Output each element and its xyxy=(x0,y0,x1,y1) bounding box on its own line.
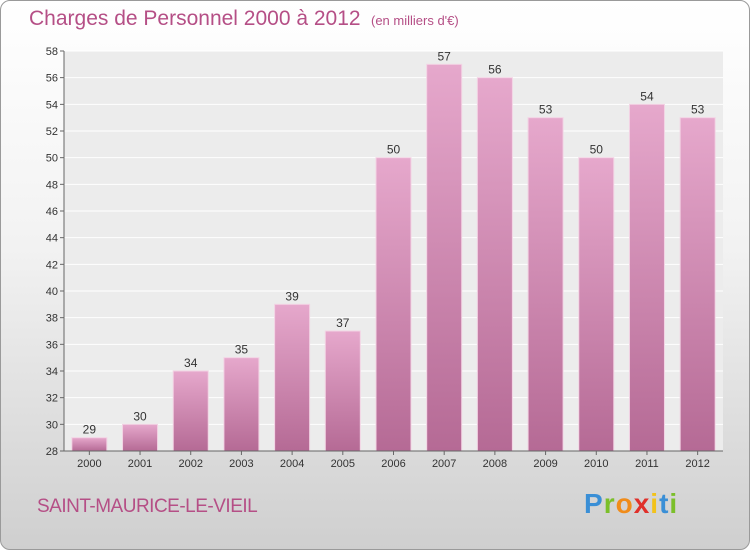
data-label: 30 xyxy=(133,409,147,423)
y-tick-label: 34 xyxy=(46,366,58,378)
logo-letter: r xyxy=(603,488,616,519)
city-name: SAINT-MAURICE-LE-VIEIL xyxy=(37,496,258,517)
y-tick-label: 50 xyxy=(46,153,58,165)
bar xyxy=(324,330,361,452)
logo-letter: x xyxy=(633,488,651,519)
y-tick-label: 32 xyxy=(46,393,58,405)
y-tick-label: 56 xyxy=(46,73,58,85)
bar xyxy=(172,370,209,452)
x-tick-label: 2002 xyxy=(178,458,202,470)
x-tick-label: 2012 xyxy=(685,458,709,470)
x-tick-label: 2001 xyxy=(128,458,152,470)
x-tick-label: 2000 xyxy=(77,458,101,470)
data-label: 56 xyxy=(488,63,502,77)
chart-title: Charges de Personnel 2000 à 2012 xyxy=(29,7,361,30)
bar xyxy=(223,357,260,452)
y-tick-label: 40 xyxy=(46,286,58,298)
y-tick-label: 58 xyxy=(46,46,58,58)
data-label: 29 xyxy=(83,423,97,437)
bar xyxy=(679,117,716,452)
data-label: 50 xyxy=(590,143,604,157)
axis-layer: 28 30 32 34 36 38 40 42 44 46 48 50 52 54 56 58 29 2000 30… xyxy=(46,46,723,470)
data-label: 34 xyxy=(184,356,198,370)
data-label: 39 xyxy=(285,289,299,303)
x-tick-label: 2009 xyxy=(533,458,557,470)
x-tick-label: 2005 xyxy=(331,458,355,470)
data-label: 53 xyxy=(691,103,705,117)
data-label: 37 xyxy=(336,316,350,330)
bar xyxy=(426,63,463,452)
y-tick-label: 30 xyxy=(46,419,58,431)
logo-letter: o xyxy=(615,488,634,519)
logo-letter: P xyxy=(584,488,604,519)
data-label: 35 xyxy=(235,343,249,357)
data-label: 53 xyxy=(539,103,553,117)
data-label: 50 xyxy=(387,143,401,157)
y-tick-label: 52 xyxy=(46,126,58,138)
proxiti-logo: Proxiti xyxy=(584,488,678,520)
logo-letter: i xyxy=(669,488,679,519)
data-label: 57 xyxy=(438,49,452,63)
y-tick-label: 46 xyxy=(46,206,58,218)
bar-layer xyxy=(71,63,716,452)
bar xyxy=(476,77,513,452)
y-tick-label: 54 xyxy=(46,99,58,111)
bar xyxy=(274,303,311,452)
logo-letter: i xyxy=(650,488,660,519)
y-tick-label: 36 xyxy=(46,339,58,351)
bar xyxy=(375,157,412,452)
y-tick-label: 28 xyxy=(46,446,58,458)
x-tick-label: 2008 xyxy=(483,458,507,470)
bar xyxy=(527,117,564,452)
chart-subtitle: (en milliers d'€) xyxy=(371,13,459,28)
bar xyxy=(578,157,615,452)
y-tick-label: 38 xyxy=(46,313,58,325)
bar xyxy=(71,437,108,452)
logo-letter: t xyxy=(659,488,670,519)
bar xyxy=(628,103,665,452)
y-tick-label: 48 xyxy=(46,179,58,191)
y-tick-label: 42 xyxy=(46,259,58,271)
bar xyxy=(122,423,159,452)
x-tick-label: 2003 xyxy=(229,458,253,470)
x-tick-label: 2007 xyxy=(432,458,456,470)
x-tick-label: 2006 xyxy=(381,458,405,470)
y-tick-label: 44 xyxy=(46,233,58,245)
x-tick-label: 2010 xyxy=(584,458,608,470)
data-label: 54 xyxy=(640,89,654,103)
x-tick-label: 2004 xyxy=(280,458,304,470)
x-tick-label: 2011 xyxy=(635,458,659,470)
